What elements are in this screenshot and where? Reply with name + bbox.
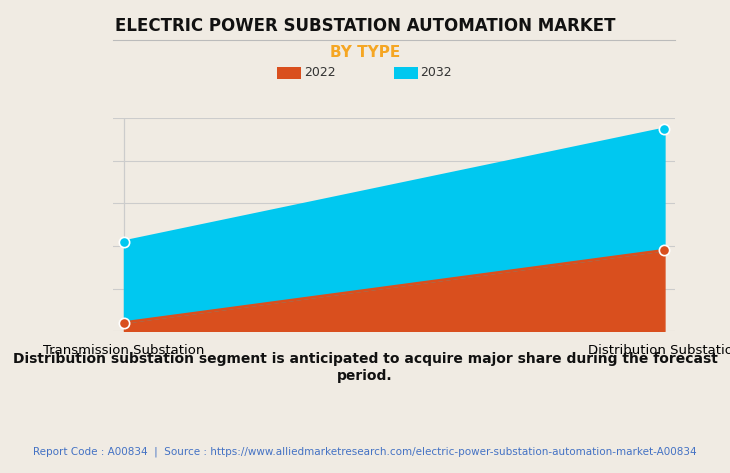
Text: 2032: 2032 (420, 66, 452, 79)
Point (658, 125, 670, 132)
Text: Distribution substation segment is anticipated to acquire major share during the: Distribution substation segment is antic… (12, 352, 718, 383)
Point (118, 319, 130, 326)
Point (658, 246, 670, 254)
Text: ELECTRIC POWER SUBSTATION AUTOMATION MARKET: ELECTRIC POWER SUBSTATION AUTOMATION MAR… (115, 17, 615, 35)
Point (118, 238, 130, 245)
Text: BY TYPE: BY TYPE (330, 45, 400, 60)
Text: 2022: 2022 (304, 66, 335, 79)
Text: Report Code : A00834  |  Source : https://www.alliedmarketresearch.com/electric-: Report Code : A00834 | Source : https://… (33, 447, 697, 457)
